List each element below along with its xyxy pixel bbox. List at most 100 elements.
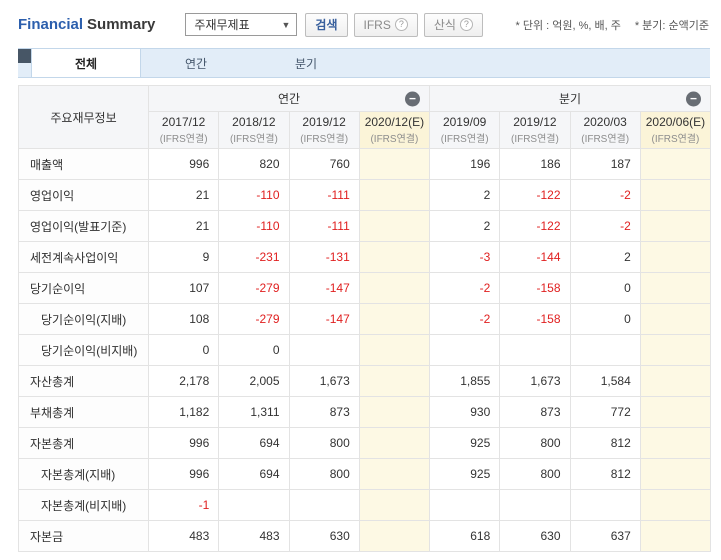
collapse-quarterly-icon[interactable]: −	[686, 91, 702, 106]
value-cell	[358, 210, 431, 242]
value-cell: 1,584	[569, 365, 641, 397]
value-cell: 996	[147, 458, 220, 490]
tab-quarterly[interactable]: 분기	[294, 56, 318, 71]
value-cell: 2	[429, 179, 501, 211]
group-annual: 연간 −	[147, 85, 431, 112]
column-header: 2020/03 (IFRS연결)	[569, 111, 641, 149]
value-cell: 0	[218, 334, 290, 366]
value-cell	[218, 489, 290, 521]
formula-help-icon[interactable]: ?	[459, 18, 473, 31]
value-cell: 694	[218, 458, 290, 490]
column-header: 2017/12 (IFRS연결)	[147, 111, 220, 149]
value-cell: 996	[147, 427, 220, 459]
table-head: 주요재무정보 연간 − 분기 − 2017/12 (IFRS연결) 2018/12(…	[18, 85, 712, 149]
table-row: 자본총계 996 694 800 925 800 812	[18, 427, 712, 459]
value-cell: -147	[288, 272, 360, 304]
ifrs-help-icon[interactable]: ?	[394, 18, 408, 31]
table-row: 세전계속사업이익 9 -231 -131 -3 -144 2	[18, 241, 712, 273]
value-cell: 1,673	[288, 365, 360, 397]
search-button[interactable]: 검색	[305, 12, 348, 37]
value-cell: 637	[569, 520, 641, 552]
table-row: 당기순이익(비지배) 0 0	[18, 334, 712, 366]
value-cell: 996	[147, 148, 220, 180]
value-cell	[639, 396, 712, 428]
tab-annual[interactable]: 연간	[184, 56, 208, 71]
tab-bar: 전체 연간 분기	[18, 48, 710, 78]
value-cell: 1,855	[429, 365, 501, 397]
value-cell: 925	[429, 427, 501, 459]
statement-type-value: 주재무제표	[194, 18, 250, 32]
column-header: 2019/12 (IFRS연결)	[288, 111, 360, 149]
row-label: 당기순이익(지배)	[18, 303, 149, 335]
top-bar: Financial Summary 주재무제표 ▼ 검색 IFRS ? 산식 ? …	[0, 0, 721, 46]
value-cell: -2	[429, 303, 501, 335]
table-row: 당기순이익 107 -279 -147 -2 -158 0	[18, 272, 712, 304]
group-quarterly-label: 분기	[559, 92, 582, 106]
column-header: 2020/12(E) (IFRS연결)	[358, 111, 431, 149]
value-cell: 196	[429, 148, 501, 180]
basis-note: * 분기: 순액기준	[634, 19, 709, 32]
value-cell: 2	[569, 241, 641, 273]
collapse-annual-icon[interactable]: −	[405, 91, 421, 106]
row-label: 부채총계	[18, 396, 149, 428]
value-cell: -111	[288, 179, 360, 211]
value-cell	[358, 334, 431, 366]
value-cell: -147	[288, 303, 360, 335]
value-cell: 800	[288, 458, 360, 490]
value-cell: 0	[147, 334, 220, 366]
value-cell: -3	[429, 241, 501, 273]
page-title: Financial Summary	[18, 16, 155, 33]
value-cell	[639, 303, 712, 335]
value-cell	[639, 148, 712, 180]
value-cell: 800	[499, 458, 571, 490]
value-cell	[288, 489, 360, 521]
corner-header: 주요재무정보	[18, 85, 149, 149]
value-cell: 1,311	[218, 396, 290, 428]
row-label: 당기순이익	[18, 272, 149, 304]
ifrs-button[interactable]: IFRS ?	[353, 12, 418, 37]
value-cell: 630	[288, 520, 360, 552]
value-cell	[358, 458, 431, 490]
value-cell: 772	[569, 396, 641, 428]
table-row: 부채총계 1,182 1,311 873 930 873 772	[18, 396, 712, 428]
value-cell: 873	[499, 396, 571, 428]
value-cell	[569, 334, 641, 366]
ifrs-button-label: IFRS	[363, 17, 391, 32]
value-cell	[639, 458, 712, 490]
row-label: 영업이익(발표기준)	[18, 210, 149, 242]
value-cell: 930	[429, 396, 501, 428]
value-cell	[288, 334, 360, 366]
column-header: 2020/06(E) (IFRS연결)	[639, 111, 712, 149]
value-cell: 0	[569, 303, 641, 335]
tab-all[interactable]: 전체	[31, 49, 141, 77]
value-cell: 107	[147, 272, 220, 304]
value-cell	[358, 148, 431, 180]
row-label: 자산총계	[18, 365, 149, 397]
formula-button[interactable]: 산식 ?	[423, 12, 483, 37]
value-cell: 186	[499, 148, 571, 180]
value-cell: 483	[147, 520, 220, 552]
value-cell: -110	[218, 210, 290, 242]
value-cell	[639, 427, 712, 459]
chevron-down-icon: ▼	[281, 19, 291, 30]
value-cell: 812	[569, 458, 641, 490]
value-cell: 694	[218, 427, 290, 459]
statement-type-select[interactable]: 주재무제표 ▼	[185, 13, 298, 36]
row-label: 당기순이익(비지배)	[18, 334, 149, 366]
value-cell	[639, 179, 712, 211]
value-cell: -279	[218, 303, 290, 335]
table-body: 매출액 996 820 760 196 186 187 영업이익 21 -110 -111 2 -122…	[18, 148, 712, 552]
value-cell	[429, 334, 501, 366]
formula-button-label: 산식	[433, 18, 456, 32]
value-cell: 21	[147, 210, 220, 242]
value-cell: 630	[499, 520, 571, 552]
value-cell: 187	[569, 148, 641, 180]
value-cell	[639, 520, 712, 552]
value-cell: -231	[218, 241, 290, 273]
tab-bar-accent	[18, 49, 31, 63]
value-cell: -110	[218, 179, 290, 211]
value-cell: 760	[288, 148, 360, 180]
value-cell: -122	[499, 210, 571, 242]
table-row: 매출액 996 820 760 196 186 187	[18, 148, 712, 180]
